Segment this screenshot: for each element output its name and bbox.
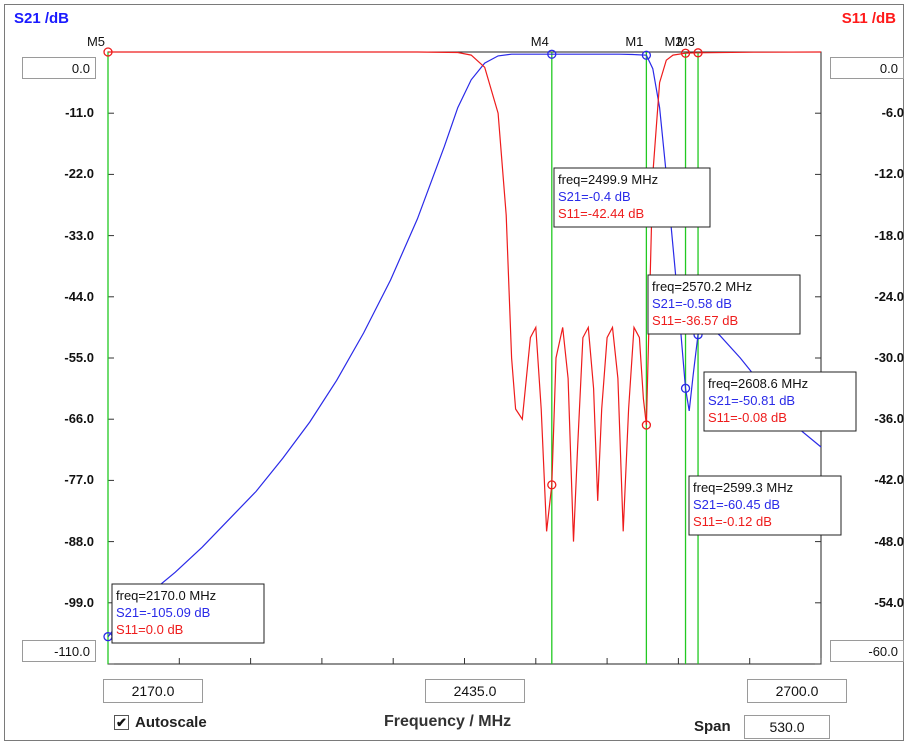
left-range-input[interactable]: -110.0: [22, 640, 96, 662]
annotation-box-m4: [553, 167, 711, 228]
annotation-line: S21=-0.58 dB: [652, 296, 732, 311]
x-axis-label: Frequency / MHz: [384, 713, 512, 730]
x-start-input[interactable]: 2170.0: [103, 679, 203, 703]
marker-label: M3: [677, 34, 695, 49]
annotation-line: S11=-36.57 dB: [652, 313, 738, 328]
right-tick-label: -42.0: [874, 472, 904, 488]
annotation-line: S21=-60.45 dB: [693, 497, 780, 512]
left-tick-label: -44.0: [64, 288, 94, 304]
left-tick-label: -22.0: [64, 166, 94, 182]
right-range-input[interactable]: -60.0: [830, 640, 904, 662]
annotation-line: S21=-50.81 dB: [708, 393, 795, 408]
annotation-line: S11=-0.08 dB: [708, 410, 787, 425]
marker-label: M5: [87, 34, 105, 49]
series-s11-line: [108, 51, 822, 542]
left-tick-label: -33.0: [64, 227, 94, 243]
left-tick-label: -55.0: [64, 350, 94, 365]
annotation-line: S21=-0.4 dB: [558, 189, 631, 204]
right-tick-label: -36.0: [874, 411, 904, 427]
right-tick-label: -48.0: [874, 533, 904, 549]
marker-point-s21[interactable]: [547, 49, 557, 59]
right-tick-label: -30.0: [874, 350, 904, 365]
autoscale-toggle[interactable]: ✔ Autoscale: [114, 714, 207, 731]
annotation-box-m3: [703, 371, 857, 432]
right-tick-label: -24.0: [874, 288, 904, 304]
annotation-line: freq=2170.0 MHz: [116, 588, 216, 603]
left-tick-label: -77.0: [64, 472, 94, 488]
plot-border: [107, 51, 822, 665]
x-center-input[interactable]: 2435.0: [425, 679, 525, 703]
left-range-input[interactable]: 0.0: [22, 57, 96, 79]
marker-point-s21[interactable]: [641, 50, 652, 60]
annotation-line: S11=0.0 dB: [116, 622, 183, 637]
series-s21-line: [107, 53, 822, 638]
marker-label: M4: [531, 34, 549, 49]
left-tick-label: -66.0: [64, 411, 94, 427]
marker-point-s11[interactable]: [547, 480, 557, 490]
left-tick-label: -11.0: [65, 105, 94, 121]
annotation-box-m1: [647, 274, 801, 335]
marker-point-s11[interactable]: [693, 48, 703, 58]
right-tick-label: -6.0: [881, 105, 904, 121]
annotation-line: freq=2608.6 MHz: [708, 376, 808, 391]
checkbox-icon[interactable]: ✔: [114, 715, 129, 730]
annotation-line: freq=2499.9 MHz: [558, 172, 658, 187]
annotation-box-m5: [111, 583, 265, 644]
autoscale-label: Autoscale: [135, 714, 207, 731]
annotation-box-m2: [688, 475, 842, 536]
annotation-line: S11=-42.44 dB: [558, 206, 644, 221]
annotation-line: freq=2570.2 MHz: [652, 279, 752, 294]
marker-point-s11[interactable]: [680, 48, 691, 58]
left-tick-label: -88.0: [64, 533, 94, 549]
right-axis-title: S11 /dB: [841, 10, 896, 27]
right-tick-label: -12.0: [874, 166, 904, 182]
marker-point-s11[interactable]: [641, 420, 652, 430]
marker-label: M1: [625, 34, 643, 49]
annotation-line: S11=-0.12 dB: [693, 514, 772, 529]
x-stop-input[interactable]: 2700.0: [747, 679, 847, 703]
marker-label: M2: [664, 34, 682, 49]
marker-point-s21[interactable]: [680, 383, 691, 393]
right-tick-label: -54.0: [874, 594, 904, 610]
right-range-input[interactable]: 0.0: [830, 57, 904, 79]
marker-point-s11[interactable]: [103, 47, 113, 57]
left-tick-label: -99.0: [64, 594, 94, 610]
annotation-line: freq=2599.3 MHz: [693, 480, 793, 495]
annotation-line: S21=-105.09 dB: [116, 605, 210, 620]
span-input[interactable]: 530.0: [744, 715, 830, 739]
span-label: Span: [694, 718, 731, 735]
left-axis-title: S21 /dB: [14, 10, 70, 27]
right-tick-label: -18.0: [874, 227, 904, 243]
